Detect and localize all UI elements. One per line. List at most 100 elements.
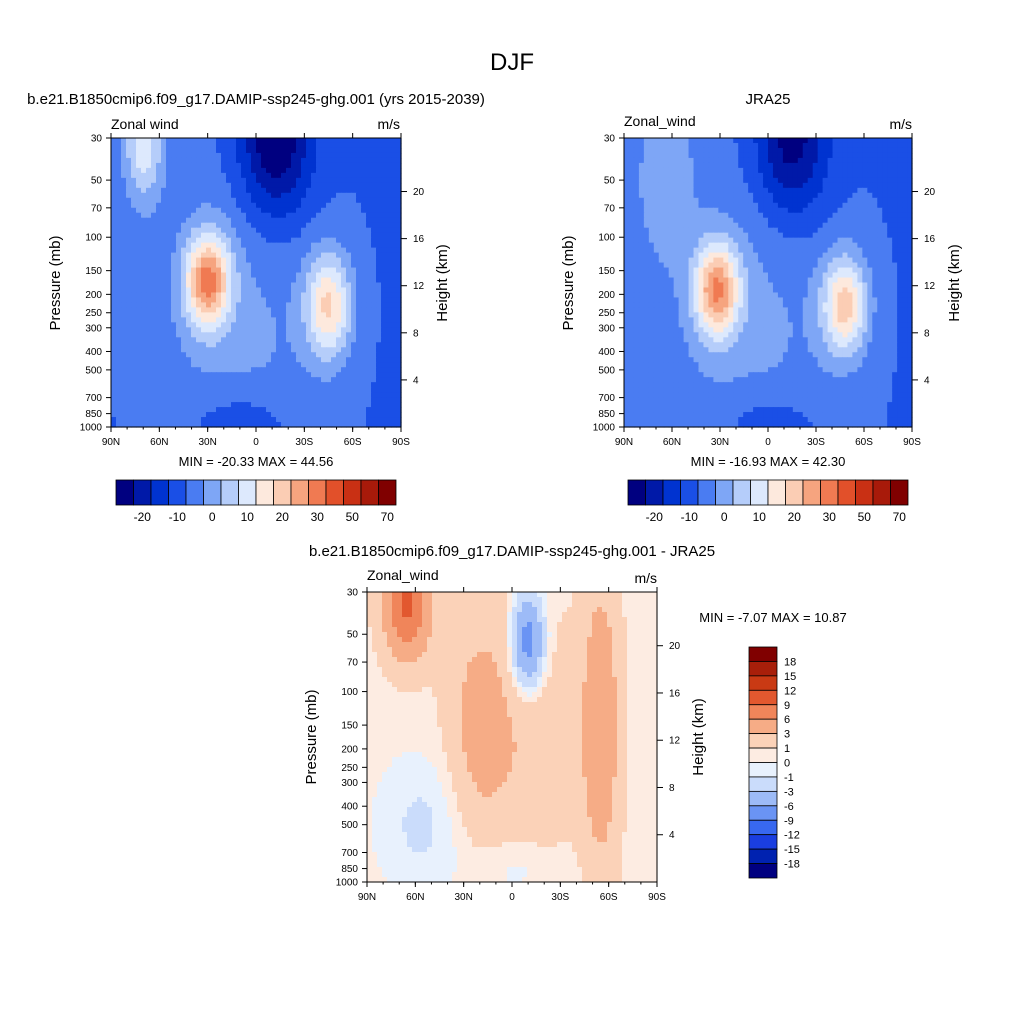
colorbar-label: 15: [784, 671, 796, 683]
y-tick-label: 200: [341, 744, 358, 755]
colorbar-label: -20: [134, 510, 152, 524]
panel-model-ylabel-right: Height (km): [434, 244, 451, 322]
y-tick-label: 150: [341, 721, 358, 732]
x-tick-label: 30S: [807, 437, 825, 448]
colorbar-box: [872, 479, 891, 506]
colorbar-label: 18: [784, 656, 796, 668]
y-tick-label: 70: [347, 658, 359, 669]
x-tick-label: 90N: [358, 892, 376, 903]
panel-reanalysis-ylabel-right: Height (km): [946, 244, 963, 322]
height-tick-label: 20: [669, 641, 681, 652]
panel-reanalysis-colorbar: -20 -10 0 10 20 30 50 70: [627, 479, 909, 524]
colorbar-box: [802, 479, 821, 506]
y-tick-label: 850: [598, 409, 615, 420]
panel-reanalysis-units: m/s: [889, 116, 912, 132]
panel-difference-title: b.e21.B1850cmip6.f09_g17.DAMIP-ssp245-gh…: [309, 543, 715, 560]
y-tick-label: 400: [85, 347, 102, 358]
colorbar-box: [748, 819, 778, 836]
field-cells: [624, 138, 913, 428]
panel-model-ylabel: Pressure (mb): [47, 235, 64, 330]
panel-model-units: m/s: [377, 116, 400, 132]
panel-difference-colorbar: 18 15 12 9 6 3 1 0 -1 -3 -6 -9 -12 -15 -18: [748, 646, 800, 879]
colorbar-box: [750, 479, 769, 506]
y-tick-label: 700: [598, 393, 615, 404]
y-tick-label: 200: [598, 290, 615, 301]
colorbar-box: [890, 479, 909, 506]
y-tick-label: 250: [85, 308, 102, 319]
colorbar-box: [785, 479, 804, 506]
x-tick-label: 60S: [600, 892, 618, 903]
height-tick-label: 20: [924, 187, 936, 198]
colorbar-box: [255, 479, 274, 506]
y-tick-label: 1000: [593, 423, 616, 434]
y-tick-label: 50: [91, 176, 103, 187]
colorbar-label: 10: [753, 510, 767, 524]
colorbar-box: [343, 479, 362, 506]
colorbar-box: [748, 834, 778, 850]
colorbar-box: [748, 805, 778, 821]
colorbar-box: [645, 479, 664, 506]
y-tick-label: 100: [598, 233, 615, 244]
height-tick-label: 4: [669, 830, 675, 841]
y-tick-label: 1000: [336, 878, 359, 889]
panel-difference: b.e21.B1850cmip6.f09_g17.DAMIP-ssp245-gh…: [303, 543, 847, 903]
colorbar-box: [748, 646, 778, 662]
panel-model-plot: 90N 60N 30N 0 30S 60S 90S 30 50 70 100 150 200 250 300…: [80, 133, 425, 448]
x-tick-label: 30S: [295, 437, 313, 448]
y-tick-label: 30: [91, 134, 103, 145]
colorbar-box: [748, 718, 778, 735]
colorbar-box: [220, 479, 239, 506]
colorbar-box: [662, 479, 681, 506]
colorbar-label: 1: [784, 743, 790, 755]
panel-model-variable: Zonal wind: [111, 116, 179, 132]
height-tick-label: 4: [413, 375, 419, 386]
colorbar-box: [855, 479, 874, 506]
colorbar-box: [290, 479, 309, 506]
colorbar-box: [308, 479, 327, 506]
x-tick-label: 60N: [406, 892, 424, 903]
colorbar-label: 50: [346, 510, 360, 524]
height-tick-label: 8: [669, 783, 675, 794]
colorbar-box: [680, 479, 699, 506]
colorbar-label: -1: [784, 772, 794, 784]
y-tick-label: 850: [85, 409, 102, 420]
colorbar-box: [715, 479, 734, 506]
y-tick-label: 250: [598, 308, 615, 319]
colorbar-box: [820, 479, 839, 506]
y-tick-label: 300: [598, 323, 615, 334]
colorbar-label: 70: [381, 510, 395, 524]
colorbar-box: [325, 479, 344, 506]
y-tick-label: 300: [341, 778, 358, 789]
panel-model: b.e21.B1850cmip6.f09_g17.DAMIP-ssp245-gh…: [27, 91, 485, 524]
x-tick-label: 90S: [648, 892, 666, 903]
x-tick-label: 0: [509, 892, 515, 903]
field-cells: [111, 138, 402, 428]
colorbar-box: [697, 479, 716, 506]
x-tick-label: 90S: [903, 437, 921, 448]
x-tick-label: 30N: [198, 437, 216, 448]
y-tick-label: 200: [85, 290, 102, 301]
field-cells: [367, 592, 658, 883]
x-tick-label: 60S: [855, 437, 873, 448]
colorbar-label: 30: [311, 510, 325, 524]
height-tick-label: 16: [669, 688, 681, 699]
y-tick-label: 1000: [80, 423, 103, 434]
y-tick-label: 250: [341, 763, 358, 774]
y-tick-label: 300: [85, 323, 102, 334]
colorbar-box: [133, 479, 152, 506]
y-tick-label: 700: [341, 848, 358, 859]
panel-difference-ylabel-right: Height (km): [690, 698, 707, 776]
colorbar-label: -10: [681, 510, 699, 524]
x-tick-label: 30N: [454, 892, 472, 903]
y-tick-label: 500: [85, 365, 102, 376]
panel-difference-plot: 90N 60N 30N 0 30S 60S 90S 30 50 70 100 150 200 250 300…: [336, 587, 681, 903]
x-tick-label: 60N: [150, 437, 168, 448]
y-tick-label: 150: [85, 266, 102, 277]
panel-reanalysis: JRA25 Zonal_wind m/s 90N 60N 30N 0 30S 60S 90S…: [560, 91, 963, 524]
colorbar-label: 70: [893, 510, 907, 524]
colorbar-label: -18: [784, 859, 800, 871]
y-tick-label: 850: [341, 864, 358, 875]
colorbar-box: [203, 479, 222, 506]
colorbar-box: [378, 479, 397, 506]
y-tick-label: 30: [604, 134, 616, 145]
